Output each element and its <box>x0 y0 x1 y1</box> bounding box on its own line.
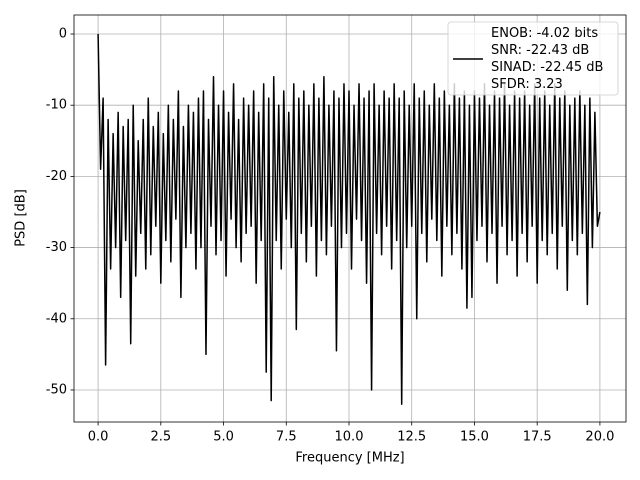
x-tick-label: 7.5 <box>276 430 297 445</box>
x-tick-label: 10.0 <box>335 430 364 445</box>
y-tick-label: -50 <box>46 382 67 397</box>
y-tick-label: -30 <box>46 240 67 255</box>
x-tick-label: 5.0 <box>213 430 234 445</box>
x-tick-label: 2.5 <box>150 430 171 445</box>
x-tick-label: 15.0 <box>460 430 489 445</box>
plot-frame <box>73 14 627 423</box>
y-tick-label: -40 <box>46 311 67 326</box>
x-tick-label: 17.5 <box>523 430 552 445</box>
x-axis-label: Frequency [MHz] <box>295 451 404 466</box>
legend-label: ENOB: -4.02 bits SNR: -22.43 dB SINAD: -… <box>491 26 604 92</box>
y-tick-label: -20 <box>46 169 67 184</box>
legend-box <box>447 21 619 96</box>
x-tick-label: 12.5 <box>397 430 426 445</box>
series-line <box>97 33 601 405</box>
x-tick-label: 20.0 <box>585 430 614 445</box>
y-axis-label: PSD [dB] <box>14 189 29 247</box>
x-tick-label: 0.0 <box>88 430 109 445</box>
y-tick-label: -10 <box>46 98 67 113</box>
y-tick-label: 0 <box>59 27 67 42</box>
